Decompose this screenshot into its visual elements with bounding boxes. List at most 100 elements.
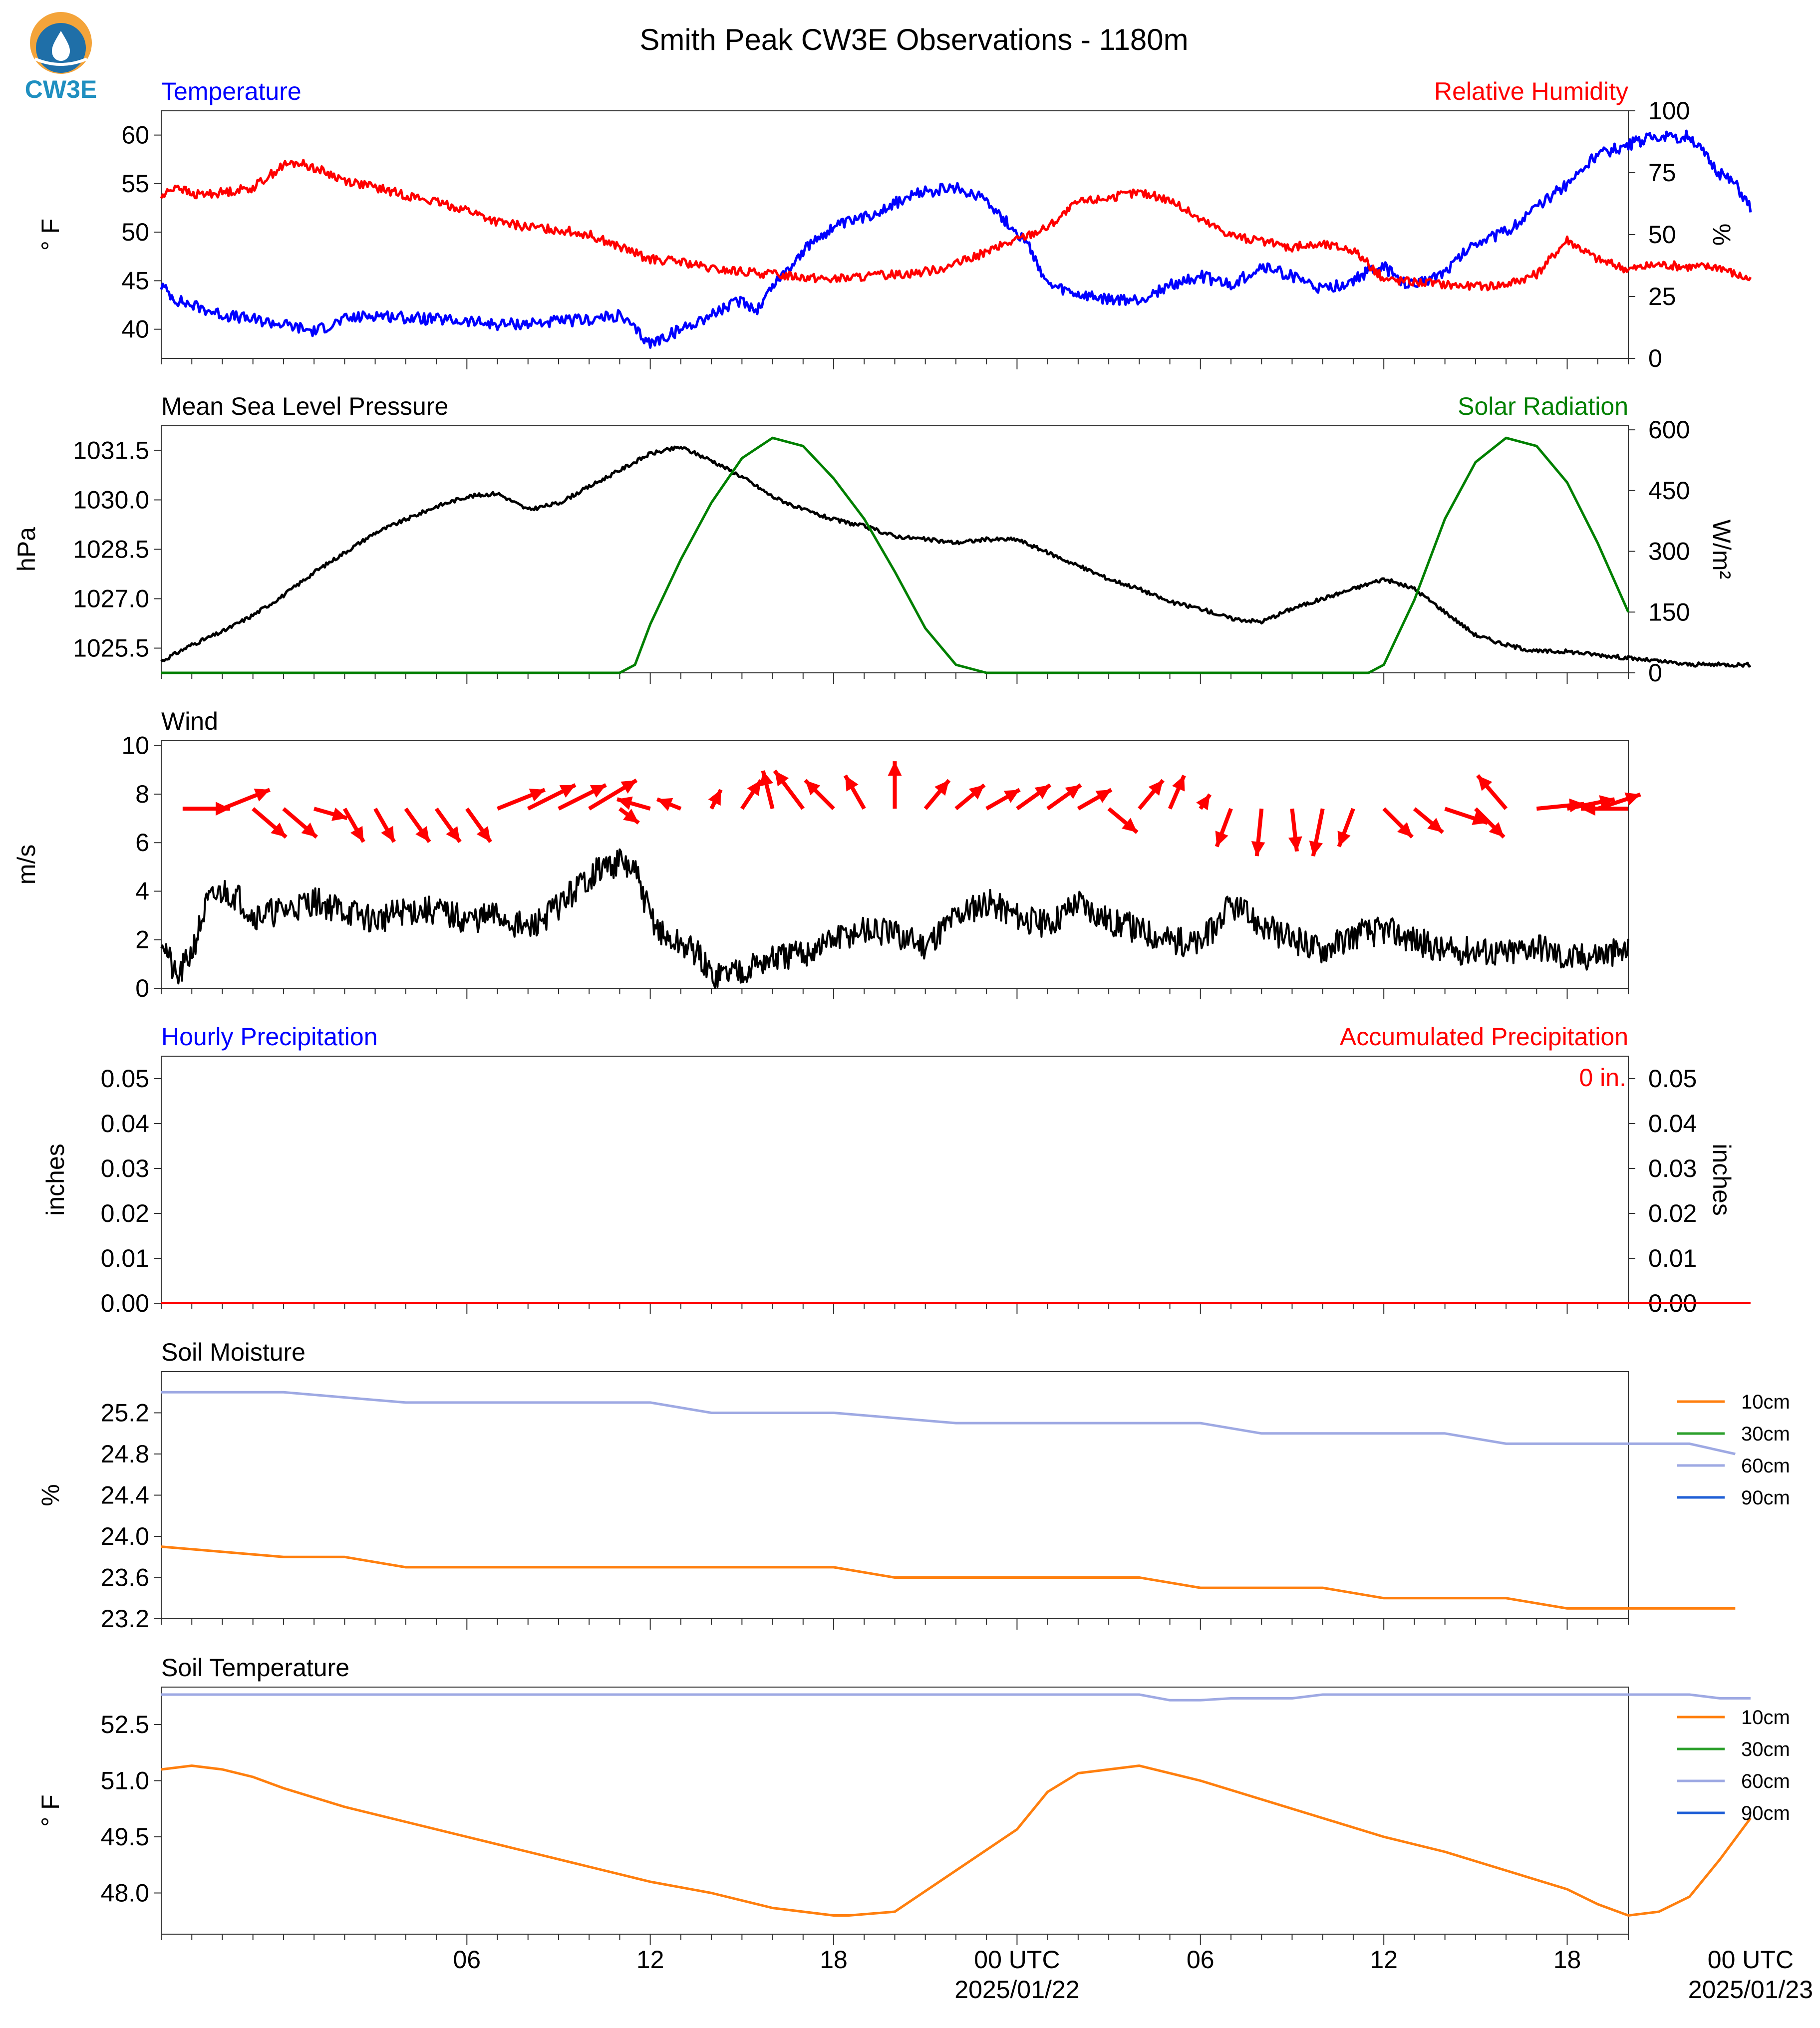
- wind-arrow-head: [617, 796, 633, 810]
- series-line-relative-humidity: [160, 159, 1752, 291]
- y-tick-label-left: 1025.5: [73, 634, 149, 662]
- panel-title-right: Accumulated Precipitation: [1340, 1023, 1628, 1051]
- wind-arrow-head: [1095, 790, 1112, 803]
- y-tick-label-left: 0.02: [101, 1199, 149, 1227]
- y-tick-label-left: 6: [135, 829, 149, 857]
- cw3e-logo: CW3E: [25, 12, 97, 103]
- wind-arrow-head: [845, 775, 859, 792]
- panel-wind: Wind 0 2 4 6 8 10 m/s: [12, 707, 1641, 1002]
- wind-arrow-head: [590, 785, 606, 798]
- panel-title-left: Mean Sea Level Pressure: [161, 392, 448, 420]
- y-tick-label-right: 600: [1648, 416, 1690, 444]
- wind-arrow-head: [1427, 818, 1443, 833]
- y-tick-label-left: 1028.5: [73, 536, 149, 564]
- y-tick-label-left: 60: [121, 121, 149, 149]
- y-axis-label-right: W/m²: [1708, 520, 1736, 579]
- panel-title-right: Relative Humidity: [1434, 77, 1628, 105]
- series-line-10cm: [161, 1764, 1752, 1917]
- series-line-60cm: [161, 1693, 1751, 1702]
- wind-arrow-head: [1337, 831, 1351, 847]
- wind-arrow-head: [760, 771, 774, 787]
- plot-frame: [161, 1687, 1629, 1935]
- wind-arrow-head: [1581, 802, 1595, 816]
- y-tick-label-left: 51.0: [101, 1767, 149, 1795]
- wind-arrow-head: [620, 780, 637, 794]
- y-tick-label-left: 24.0: [101, 1522, 149, 1550]
- series-line-wind-speed: [160, 848, 1629, 989]
- y-tick-label-left: 50: [121, 218, 149, 246]
- y-tick-label-right: 300: [1648, 538, 1690, 566]
- legend-label: 30cm: [1741, 1423, 1790, 1445]
- x-tick-label: 18: [1553, 1946, 1581, 1974]
- wind-arrow-head: [1251, 841, 1265, 857]
- wind-arrow-head: [559, 785, 576, 798]
- y-tick-label-left: 49.5: [101, 1823, 149, 1851]
- y-tick-label-right: 100: [1648, 97, 1690, 125]
- x-tick-label: 00 UTC: [1708, 1946, 1794, 1974]
- series-line-temperature: [160, 129, 1752, 349]
- panel-soil_temp: Soil Temperature 48.0 49.5 51.0 52.5 ° F 10cm 3…: [36, 1654, 1790, 1945]
- wind-arrow-head: [657, 798, 673, 811]
- wind-arrow-head: [1034, 785, 1050, 799]
- wind-arrow-head: [1624, 792, 1641, 806]
- y-axis-label-right: inches: [1708, 1144, 1736, 1216]
- y-tick-label-left: 0.04: [101, 1110, 149, 1138]
- wind-arrow-head: [1172, 775, 1185, 792]
- panel-title-left: Soil Moisture: [161, 1338, 305, 1366]
- panel-precip: Hourly Precipitation Accumulated Precipit…: [41, 1023, 1751, 1317]
- legend-label: 10cm: [1741, 1391, 1790, 1413]
- y-tick-label-left: 4: [135, 877, 149, 905]
- panel-soil_moisture: Soil Moisture 23.2 23.6 24.0 24.4 24.8 25.2% 10…: [36, 1338, 1790, 1633]
- y-tick-label-right: 150: [1648, 598, 1690, 626]
- y-axis-label-left: %: [36, 1484, 64, 1506]
- series-line-mean-sea-level-pressure: [160, 445, 1752, 668]
- y-tick-label-left: 0.05: [101, 1065, 149, 1093]
- legend-label: 90cm: [1741, 1802, 1790, 1824]
- wind-arrow-head: [254, 788, 270, 802]
- wind-arrow-head: [968, 785, 984, 800]
- plot-frame: [161, 425, 1629, 673]
- y-tick-label-right: 0.03: [1648, 1155, 1697, 1182]
- wind-arrow-head: [476, 826, 491, 842]
- wind-arrow-head: [529, 788, 545, 802]
- y-axis-label-left: hPa: [12, 527, 40, 572]
- legend-label: 10cm: [1741, 1707, 1790, 1729]
- y-tick-label-right: 25: [1648, 283, 1676, 310]
- logo-text: CW3E: [25, 75, 97, 103]
- y-axis-label-left: ° F: [36, 219, 64, 251]
- wind-arrow-head: [1288, 836, 1302, 852]
- y-tick-label-right: 0: [1648, 659, 1662, 687]
- wind-arrow-head: [888, 761, 902, 776]
- wind-arrow-head: [1148, 780, 1163, 796]
- wind-arrow-head: [747, 780, 761, 796]
- wind-arrow-head: [623, 809, 639, 823]
- y-tick-label-right: 0.04: [1648, 1110, 1697, 1138]
- wind-arrow-head: [301, 822, 317, 838]
- accumulated-total-label: 0 in.: [1579, 1064, 1626, 1092]
- y-tick-label-left: 10: [121, 732, 149, 760]
- logo-drop-icon: [52, 31, 70, 61]
- wind-arrow-head: [1122, 818, 1138, 833]
- y-tick-label-right: 0.05: [1648, 1065, 1697, 1093]
- wind-arrow-head: [1309, 841, 1323, 857]
- panel-title-right: Solar Radiation: [1458, 392, 1628, 420]
- wind-arrow-head: [1196, 794, 1210, 811]
- series-line-10cm: [161, 1545, 1736, 1610]
- y-tick-label-left: 0.03: [101, 1155, 149, 1182]
- y-tick-label-left: 40: [121, 315, 149, 343]
- y-tick-label-left: 0.00: [101, 1289, 149, 1317]
- x-date-label: 2025/01/23: [1688, 1976, 1813, 2004]
- y-tick-label-left: 1030.0: [73, 486, 149, 514]
- y-tick-label-left: 23.2: [101, 1605, 149, 1633]
- x-tick-label: 12: [636, 1946, 664, 1974]
- y-tick-label-right: 0.02: [1648, 1199, 1697, 1227]
- wind-arrow-head: [1003, 790, 1020, 803]
- y-tick-label-left: 24.4: [101, 1481, 149, 1509]
- y-tick-label-right: 0: [1648, 344, 1662, 372]
- panel-title-left: Soil Temperature: [161, 1654, 349, 1682]
- plot-frame: [161, 1056, 1629, 1304]
- y-tick-label-right: 75: [1648, 159, 1676, 187]
- x-tick-label: 18: [820, 1946, 848, 1974]
- panel-title-left: Wind: [161, 707, 218, 735]
